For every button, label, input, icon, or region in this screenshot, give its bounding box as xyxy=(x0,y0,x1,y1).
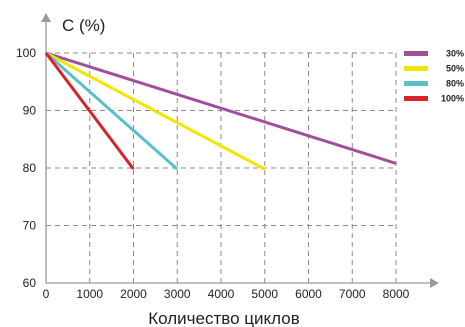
x-tick-label: 0 xyxy=(43,287,50,301)
legend: 30% 50% 80% 100% xyxy=(404,49,464,104)
y-axis-title: C (%) xyxy=(62,16,105,35)
series-line xyxy=(44,52,135,171)
y-tick-label: 80 xyxy=(23,161,37,175)
legend-label: 80% xyxy=(446,79,464,89)
y-axis-arrow xyxy=(41,13,51,22)
x-tick-label: 7000 xyxy=(339,287,366,301)
series-lines xyxy=(44,51,397,171)
legend-swatch xyxy=(404,66,428,71)
axes xyxy=(41,13,439,288)
x-tick-label: 8000 xyxy=(383,287,410,301)
tick-labels: 0 1000 2000 3000 4000 5000 6000 7000 8000 60 70 80 9… xyxy=(16,46,410,301)
series-line xyxy=(45,51,179,171)
legend-swatch xyxy=(404,96,428,101)
legend-swatch xyxy=(404,81,428,86)
x-tick-label: 1000 xyxy=(76,287,103,301)
y-tick-label: 60 xyxy=(23,276,37,290)
y-tick-label: 90 xyxy=(23,104,37,118)
x-tick-label: 5000 xyxy=(251,287,278,301)
y-tick-label: 100 xyxy=(16,46,36,60)
x-axis-title: Количество циклов xyxy=(148,309,299,327)
legend-swatch xyxy=(404,51,428,56)
y-tick-label: 70 xyxy=(23,219,37,233)
grid xyxy=(46,52,397,283)
x-tick-label: 3000 xyxy=(164,287,191,301)
legend-label: 50% xyxy=(446,64,464,74)
x-axis-arrow xyxy=(430,278,439,288)
legend-label: 30% xyxy=(446,49,464,59)
legend-label: 100% xyxy=(441,94,464,104)
x-tick-label: 6000 xyxy=(295,287,322,301)
series-line xyxy=(45,51,397,165)
x-tick-label: 2000 xyxy=(120,287,147,301)
x-tick-label: 4000 xyxy=(208,287,235,301)
series-line xyxy=(45,51,266,171)
